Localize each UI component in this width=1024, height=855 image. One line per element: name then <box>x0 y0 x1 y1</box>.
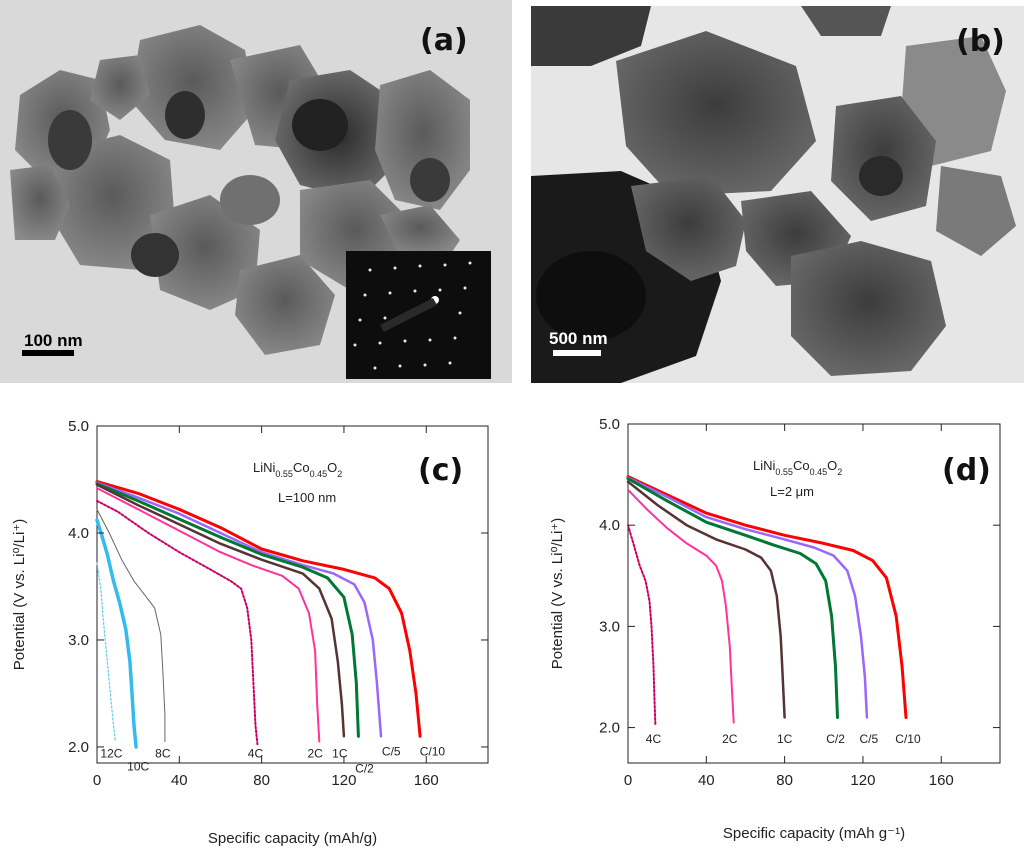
scale-bar-b <box>553 350 601 356</box>
curve-label-c: 12C <box>100 747 122 761</box>
tem-image-a: 100 nm (a) <box>0 0 512 383</box>
panel-letter-b: (b) <box>956 24 1005 59</box>
series-layer-c <box>95 480 422 749</box>
series-d-1c <box>626 480 786 719</box>
x-axis-title-d: Specific capacity (mAh g⁻¹) <box>723 825 905 842</box>
curve-label-d: 2C <box>722 732 738 746</box>
x-tick-label-c: 0 <box>93 772 101 789</box>
chart-c-svg: 12C 10C 8C 4C 2C 1C C/2 C/5 C/10 0 40 80 120 160 2.0 3… <box>11 418 489 847</box>
compound-formula-d: LiNi0.55Co0.45O2 <box>753 458 842 477</box>
curve-label-c: 4C <box>248 747 264 761</box>
series-c-c-10 <box>95 480 422 738</box>
curve-labels-d: 4C 2C 1C C/2 C/5 C/10 <box>646 732 921 746</box>
scale-bar-a <box>22 350 74 356</box>
particle-size-d: L=2 μm <box>770 484 814 499</box>
curve-label-c: 1C <box>332 747 348 761</box>
curve-label-d: 4C <box>646 732 662 746</box>
particle-cluster-b <box>531 6 1016 383</box>
x-tick-label-d: 120 <box>850 772 875 789</box>
curve-label-c: C/10 <box>420 745 446 759</box>
chart-d-svg: 4C 2C 1C C/2 C/5 C/10 0 40 80 120 160 2.0 3.0 4.0 5.0… <box>549 416 1001 842</box>
diffraction-inset <box>346 251 491 379</box>
panel-letter-c: (c) <box>418 453 463 488</box>
scale-label-a: 100 nm <box>24 331 83 350</box>
series-c-c-5 <box>95 481 383 738</box>
y-tick-label-c: 4.0 <box>68 525 89 542</box>
curve-label-d: C/5 <box>859 732 878 746</box>
beam-stop <box>380 298 437 332</box>
chart-d: 4C 2C 1C C/2 C/5 C/10 0 40 80 120 160 2.0 3.0 4.0 5.0… <box>512 398 1024 855</box>
curve-label-d: C/10 <box>895 732 921 746</box>
compound-formula-c: LiNi0.55Co0.45O2 <box>253 460 342 479</box>
chart-c: 12C 10C 8C 4C 2C 1C C/2 C/5 C/10 0 40 80 120 160 2.0 3… <box>0 398 512 855</box>
curve-labels-c: 12C 10C 8C 4C 2C 1C C/2 C/5 C/10 <box>100 745 445 776</box>
curve-label-c: 8C <box>155 747 171 761</box>
y-tick-label-d: 2.0 <box>599 720 620 737</box>
series-c-4c <box>96 499 259 746</box>
y-tick-label-d: 4.0 <box>599 517 620 534</box>
curve-label-c: 10C <box>127 759 149 773</box>
x-tick-label-c: 40 <box>171 772 188 789</box>
tem-image-b: 500 nm (b) <box>531 6 1024 383</box>
series-layer-d <box>626 475 908 727</box>
series-d-c-10 <box>626 475 908 719</box>
y-axis-title-c: Potential (V vs. Li⁰/Li⁺) <box>11 519 28 671</box>
tem-image-b-svg: 500 nm (b) <box>531 6 1024 383</box>
series-d-2c <box>627 488 735 724</box>
y-tick-label-d: 3.0 <box>599 618 620 635</box>
scale-label-b: 500 nm <box>549 329 608 348</box>
x-tick-label-c: 120 <box>331 772 356 789</box>
y-tick-label-d: 5.0 <box>599 416 620 433</box>
plot-frame-c <box>96 425 489 764</box>
series-d-4c <box>627 524 657 727</box>
panel-letter-a: (a) <box>420 23 468 58</box>
y-axis-title-d: Potential (V vs. Li⁰/Li⁺) <box>549 518 566 670</box>
series-d-c-2 <box>626 477 839 719</box>
y-tick-label-c: 3.0 <box>68 632 89 649</box>
x-tick-label-d: 160 <box>929 772 954 789</box>
plot-frame-d <box>627 423 1001 764</box>
x-axis-title-c: Specific capacity (mAh/g) <box>208 830 377 847</box>
series-c-c-2 <box>95 482 360 738</box>
series-c-10c <box>95 518 138 749</box>
particle-size-c: L=100 nm <box>278 490 336 505</box>
x-tick-label-d: 40 <box>698 772 715 789</box>
series-c-2c <box>96 487 321 743</box>
ticks-c: 0 40 80 120 160 2.0 3.0 4.0 5.0 <box>68 418 488 789</box>
x-tick-label-d: 0 <box>624 772 632 789</box>
x-tick-label-d: 80 <box>776 772 793 789</box>
x-tick-label-c: 80 <box>253 772 270 789</box>
curve-label-c: 2C <box>307 747 323 761</box>
y-tick-label-c: 5.0 <box>68 418 89 435</box>
ticks-d: 0 40 80 120 160 2.0 3.0 4.0 5.0 <box>599 416 1000 789</box>
series-d-c-5 <box>626 476 869 719</box>
tem-image-a-svg: 100 nm (a) <box>0 0 512 383</box>
series-c-1c <box>95 483 346 738</box>
particle-cluster-a <box>10 25 470 355</box>
x-tick-label-c: 160 <box>414 772 439 789</box>
curve-label-c: C/5 <box>382 745 401 759</box>
curve-label-d: C/2 <box>826 732 845 746</box>
series-c-12c <box>96 562 117 743</box>
curve-label-d: 1C <box>777 732 793 746</box>
curve-label-c: C/2 <box>355 762 374 776</box>
panel-letter-d: (d) <box>942 453 991 488</box>
y-tick-label-c: 2.0 <box>68 739 89 756</box>
series-c-8c <box>96 508 166 743</box>
